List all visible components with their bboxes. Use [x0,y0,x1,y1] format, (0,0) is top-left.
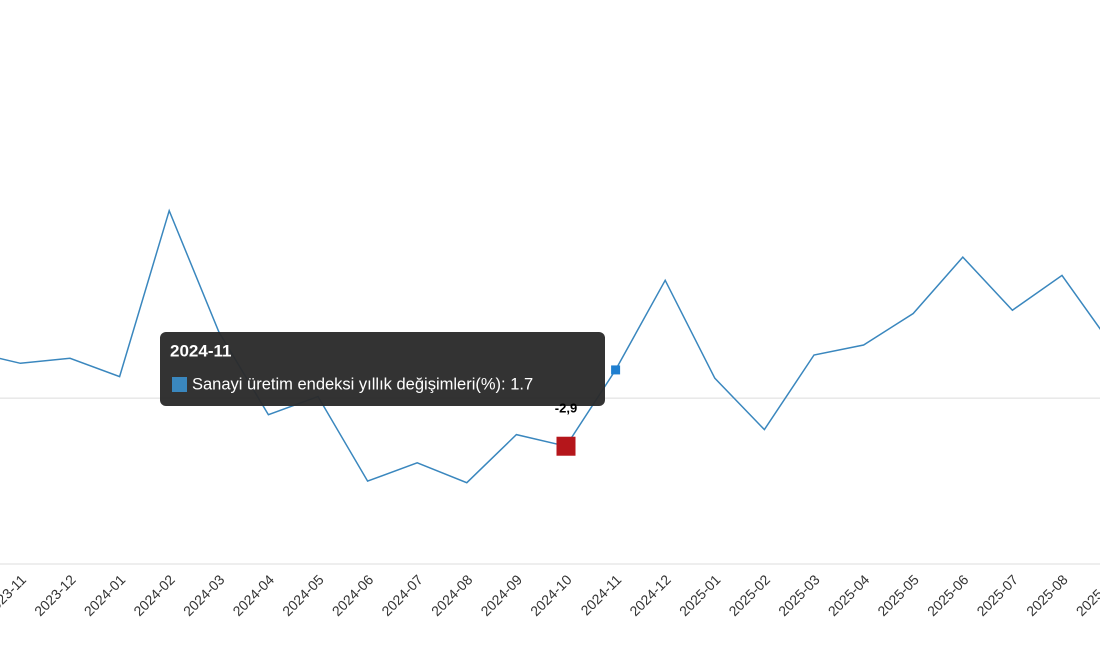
x-tick-label: 2024-03 [180,571,228,619]
series-line [0,208,1100,484]
tooltip: 2024-11 Sanayi üretim endeksi yıllık değ… [160,332,605,406]
x-tick-label: 2023-12 [31,571,79,619]
x-tick-label: 2025-07 [973,571,1021,619]
x-tick-label: 2024-07 [378,571,426,619]
tooltip-box [160,332,605,406]
x-tick-label: 2025-01 [676,571,724,619]
tooltip-text: Sanayi üretim endeksi yıllık değişimleri… [192,375,533,393]
x-tick-label: 2024-06 [329,571,377,619]
x-tick-label: 2025-03 [775,571,823,619]
x-tick-label: 2023-11 [0,571,29,618]
tooltip-title: 2024-11 [170,341,231,360]
x-tick-label: 2025-08 [1023,571,1071,619]
x-tick-label: 2024-09 [477,571,525,619]
tooltip-swatch [172,377,187,392]
overlay: -2,9 [555,401,577,456]
highlight-point [556,436,576,456]
x-tick-label: 2025-05 [874,571,922,619]
hover-point [611,365,621,375]
x-tick-label: 2024-11 [577,571,624,618]
x-tick-label: 2024-10 [527,571,575,619]
x-tick-label: 2024-05 [279,571,327,619]
x-tick-label: 2024-02 [130,571,178,619]
x-tick-label: 2025-02 [725,571,773,619]
x-tick-label: 2024-04 [229,571,277,619]
x-tick-label: 2025-06 [924,571,972,619]
x-tick-label: 2025-04 [825,571,873,619]
x-tick-label: 2025-09 [1073,571,1100,619]
x-tick-label: 2024-01 [81,571,129,619]
x-tick-label: 2024-08 [428,571,476,619]
data-label: -2,9 [555,401,577,416]
plot-area: 2023-11 2023-12 2024-01 2024-02 2024-03 2024-… [0,208,1100,619]
x-tick-label: 2024-12 [626,571,674,619]
